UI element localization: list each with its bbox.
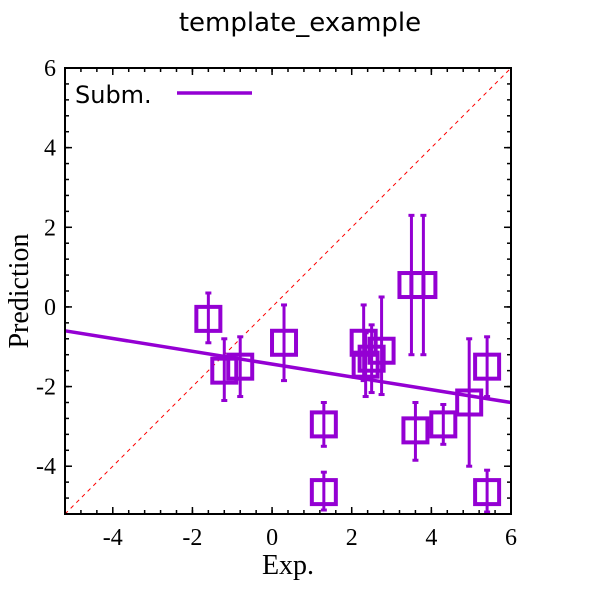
- x-tick-label: 4: [425, 525, 437, 551]
- y-tick-label: 2: [44, 215, 56, 241]
- data-point: [455, 388, 484, 417]
- data-point: [473, 478, 502, 507]
- data-point: [226, 352, 255, 381]
- data-point: [194, 304, 223, 333]
- identity-line: [64, 67, 512, 515]
- x-tick-label: -2: [182, 525, 202, 551]
- data-point: [309, 410, 338, 439]
- y-tick-label: -4: [36, 454, 56, 480]
- x-axis-label: Exp.: [262, 550, 314, 581]
- data-point: [473, 352, 502, 381]
- plot-frame: [64, 67, 512, 515]
- identity-line-layer: [64, 67, 512, 515]
- x-tick-label: 6: [505, 525, 517, 551]
- data-point: [357, 344, 386, 373]
- data-point: [309, 478, 338, 507]
- points-layer: [194, 213, 502, 514]
- x-tick-label: 0: [266, 525, 278, 551]
- data-point: [409, 271, 438, 300]
- data-point: [401, 416, 430, 445]
- x-tick-label: -4: [103, 525, 123, 551]
- labels-layer: -4 -2 0 2 4 6 -4 -2 0 2 4 6 Exp. Prediction: [4, 56, 517, 581]
- data-point: [429, 410, 458, 439]
- legend-label: Subm.: [75, 81, 152, 109]
- legend: Subm.: [75, 81, 252, 109]
- y-tick-label: 6: [44, 56, 56, 82]
- data-point: [270, 328, 299, 357]
- chart-title: template_example: [178, 8, 422, 38]
- fit-line: [64, 329, 512, 405]
- y-tick-label: 0: [44, 295, 56, 321]
- y-tick-label: 4: [44, 136, 56, 162]
- fit-line-layer: [64, 329, 512, 405]
- y-tick-label: -2: [36, 375, 56, 401]
- data-point: [210, 356, 239, 385]
- data-point: [367, 336, 396, 365]
- x-tick-label: 2: [346, 525, 358, 551]
- data-point: [349, 328, 378, 357]
- y-axis-label: Prediction: [4, 233, 35, 348]
